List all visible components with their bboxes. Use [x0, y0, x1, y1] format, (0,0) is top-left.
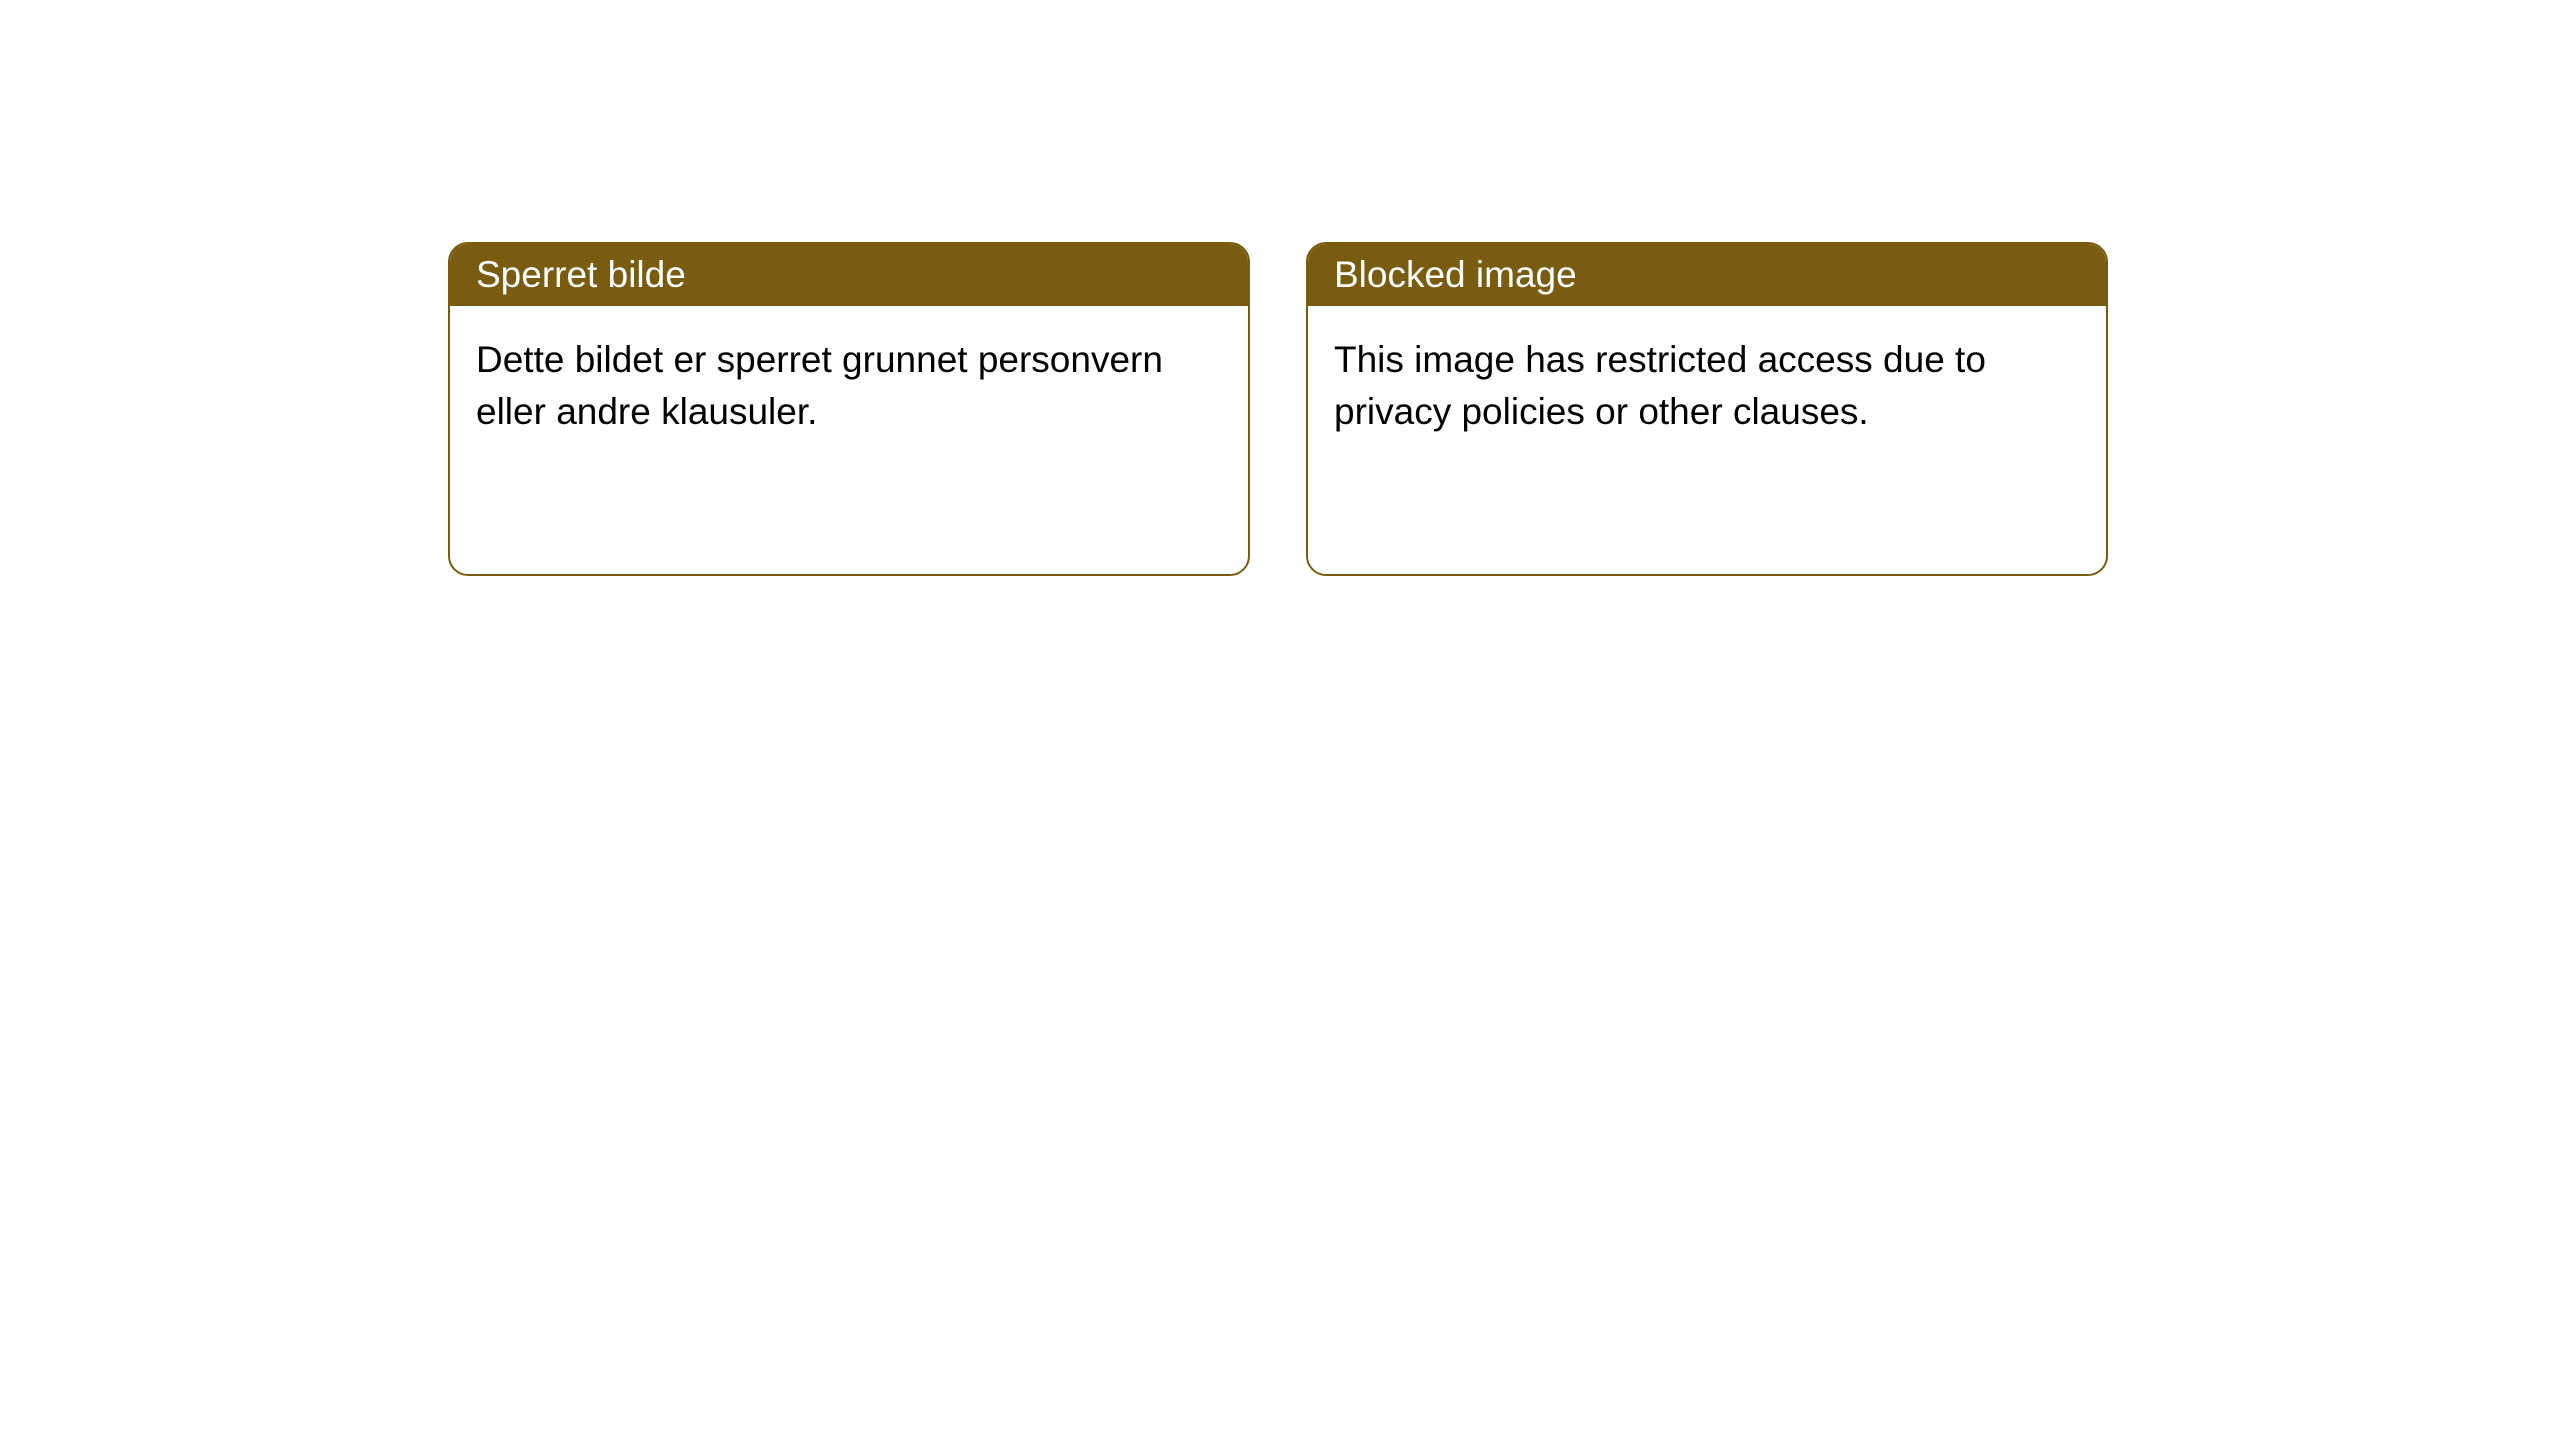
notices-container: Sperret bilde Dette bildet er sperret gr…	[0, 0, 2560, 576]
notice-header: Blocked image	[1308, 244, 2106, 306]
notice-box-norwegian: Sperret bilde Dette bildet er sperret gr…	[448, 242, 1250, 576]
notice-header: Sperret bilde	[450, 244, 1248, 306]
notice-box-english: Blocked image This image has restricted …	[1306, 242, 2108, 576]
notice-body: Dette bildet er sperret grunnet personve…	[450, 306, 1248, 466]
notice-body: This image has restricted access due to …	[1308, 306, 2106, 466]
